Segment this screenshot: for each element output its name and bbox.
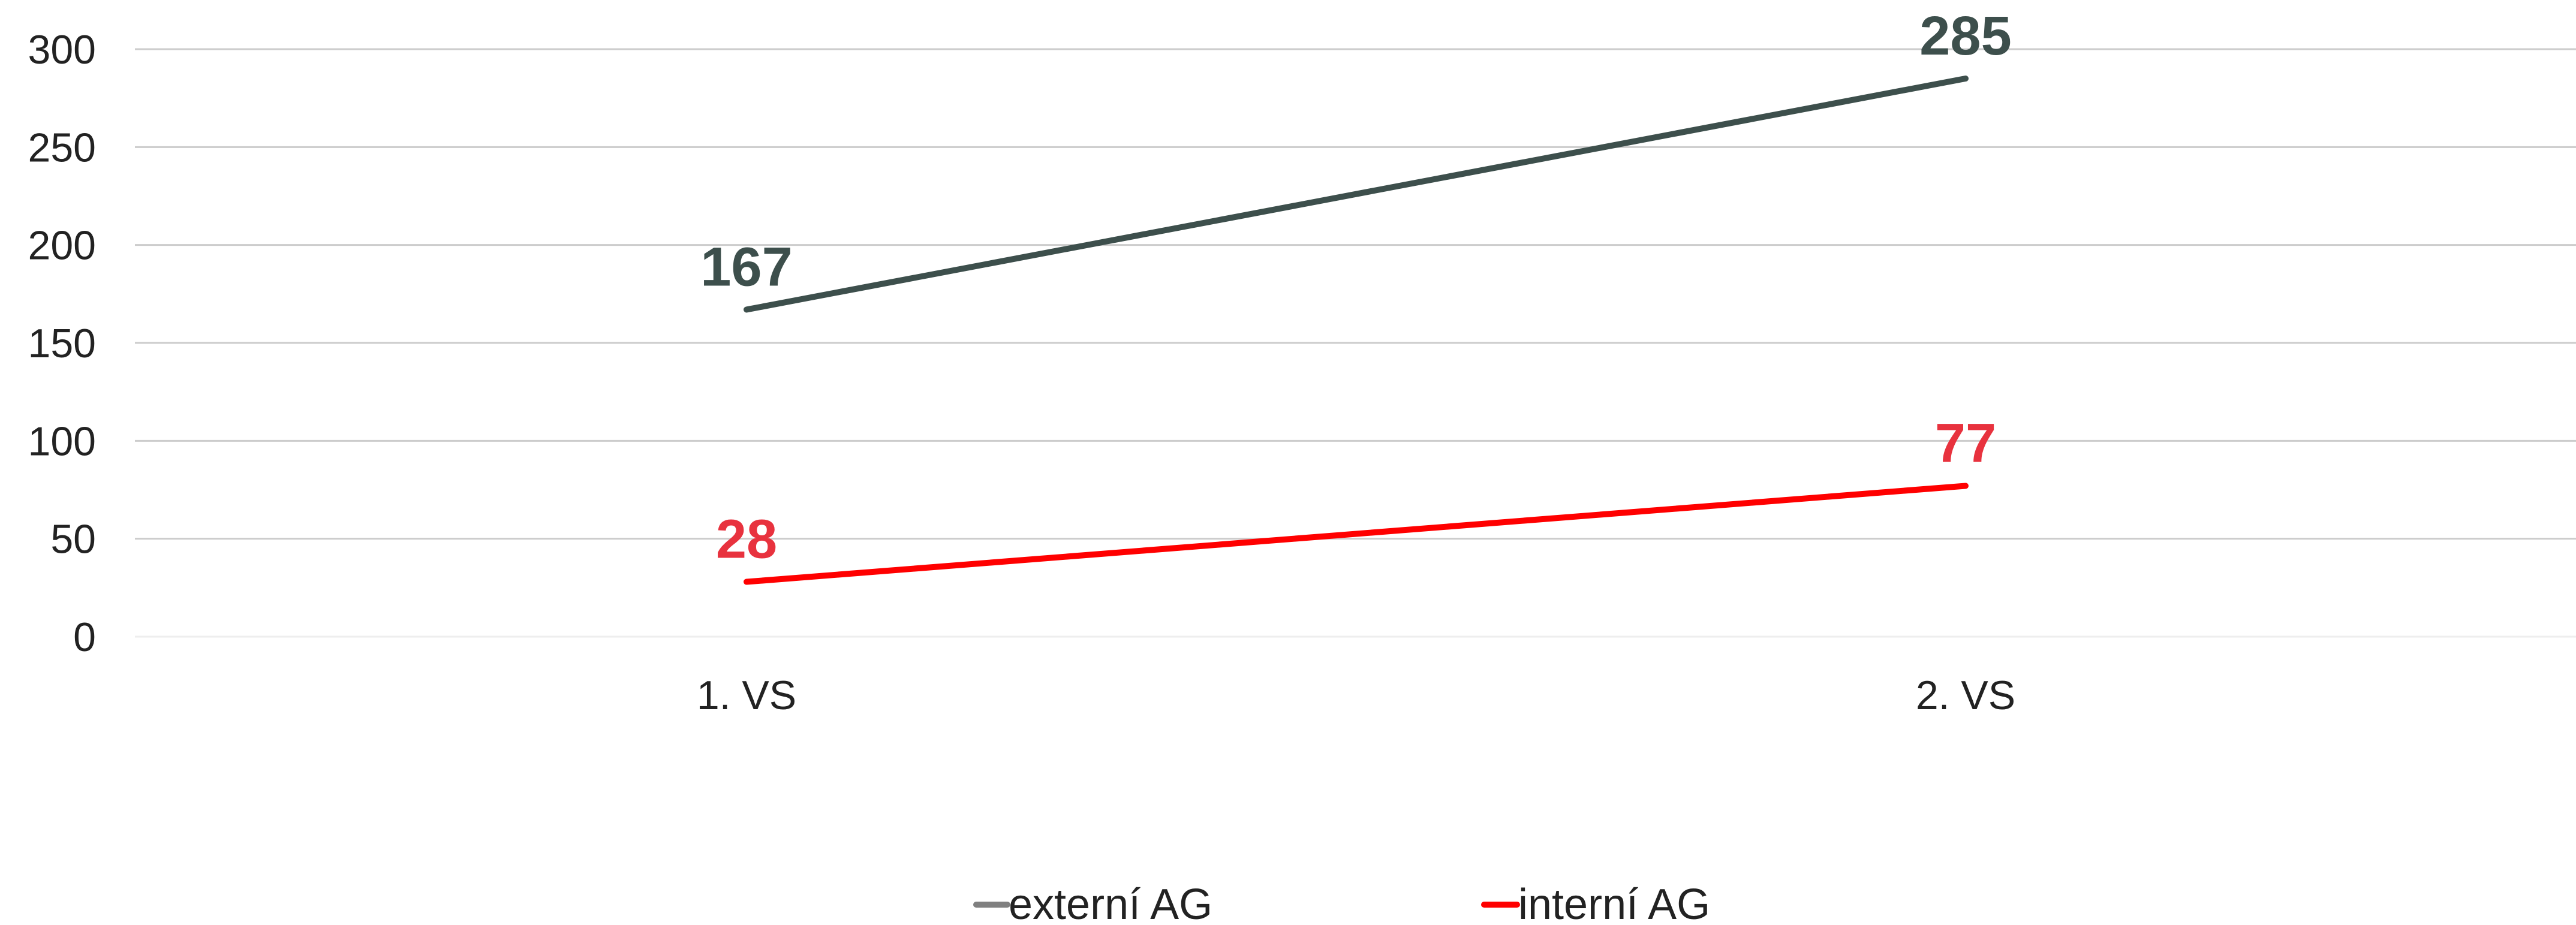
series-lines (744, 76, 1969, 585)
y-tick-label: 150 (28, 321, 96, 366)
x-tick-label: 1. VS (697, 673, 796, 718)
legend-label: externí AG (1009, 881, 1212, 925)
series-line (744, 76, 1969, 313)
x-axis: 1. VS 2. VS (697, 673, 2015, 718)
data-label: 77 (1935, 412, 1996, 474)
y-tick-label: 200 (28, 223, 96, 269)
y-tick-label: 100 (28, 418, 96, 464)
legend: externí AG interní AG (973, 881, 1710, 925)
y-tick-label: 300 (28, 27, 96, 73)
data-label: 167 (700, 236, 793, 297)
data-label: 285 (1919, 5, 2012, 67)
y-axis: 0 50 100 150 200 250 300 (28, 27, 96, 660)
legend-item: interní AG (1481, 881, 1710, 925)
y-tick-label: 0 (73, 614, 96, 660)
y-tick-label: 250 (28, 125, 96, 170)
y-tick-label: 50 (50, 517, 96, 562)
x-tick-label: 2. VS (1916, 673, 2015, 718)
gridlines (135, 48, 2576, 638)
series-line (744, 483, 1969, 585)
data-label: 28 (716, 509, 777, 570)
legend-label: interní AG (1518, 881, 1710, 925)
data-labels: 167 285 28 77 (700, 5, 2012, 570)
legend-item: externí AG (973, 881, 1212, 925)
